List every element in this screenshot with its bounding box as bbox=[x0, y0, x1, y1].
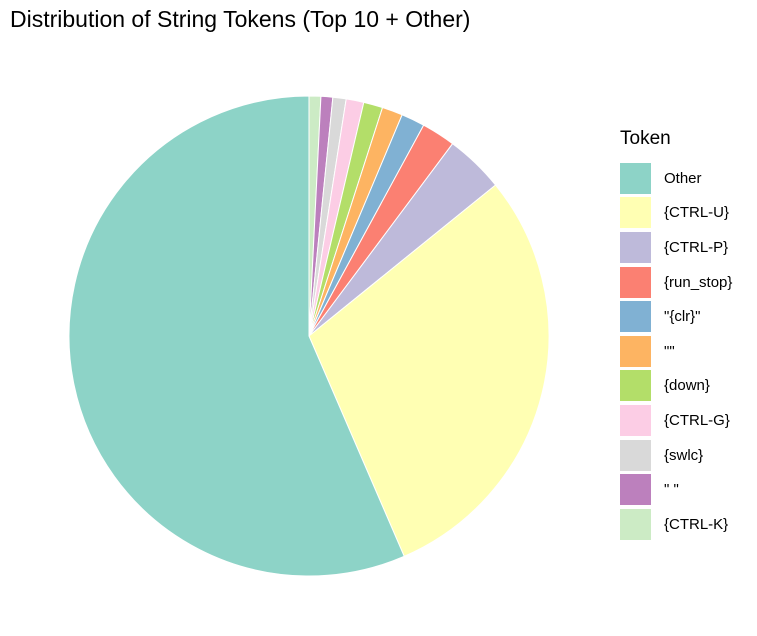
legend-label: {CTRL-P} bbox=[664, 238, 729, 256]
legend-swatch bbox=[620, 508, 651, 540]
legend-item: {CTRL-U} bbox=[620, 196, 732, 231]
pie-slice-1 bbox=[308, 184, 550, 557]
legend-item: {CTRL-K} bbox=[620, 507, 732, 542]
legend-label: {CTRL-G} bbox=[664, 411, 730, 429]
legend-item: {CTRL-P} bbox=[620, 230, 732, 265]
legend-swatch bbox=[620, 231, 651, 263]
legend-item: {down} bbox=[620, 369, 732, 404]
legend-label: {CTRL-U} bbox=[664, 204, 730, 222]
legend-label: {swlc} bbox=[664, 446, 704, 464]
legend-item: " " bbox=[620, 472, 732, 507]
legend-swatch bbox=[620, 335, 651, 367]
legend: Token Other {CTRL-U} {CTRL-P} {run_stop} "{c… bbox=[620, 128, 732, 542]
legend-label: " " bbox=[664, 481, 679, 499]
legend-item: {run_stop} bbox=[620, 265, 732, 300]
legend-label: {CTRL-K} bbox=[664, 515, 729, 533]
legend-label: "" bbox=[664, 342, 675, 360]
pie-slice-0 bbox=[68, 95, 405, 577]
legend-swatch bbox=[620, 266, 651, 298]
legend-label: "{clr}" bbox=[664, 308, 701, 326]
legend-item: {CTRL-G} bbox=[620, 403, 732, 438]
legend-label: Other bbox=[664, 169, 702, 187]
legend-swatch bbox=[620, 370, 651, 402]
legend-item: "{clr}" bbox=[620, 299, 732, 334]
legend-item: "" bbox=[620, 334, 732, 369]
legend-label: {down} bbox=[664, 377, 710, 395]
legend-swatch bbox=[620, 474, 651, 506]
chart-title: Distribution of String Tokens (Top 10 + … bbox=[10, 6, 471, 32]
legend-item: Other bbox=[620, 161, 732, 196]
legend-swatch bbox=[620, 197, 651, 229]
legend-item: {swlc} bbox=[620, 438, 732, 473]
legend-swatch bbox=[620, 301, 651, 333]
legend-label: {run_stop} bbox=[664, 273, 733, 291]
legend-swatch bbox=[620, 439, 651, 471]
legend-swatch bbox=[620, 404, 651, 436]
legend-swatch bbox=[620, 162, 651, 194]
legend-title: Token bbox=[620, 128, 671, 149]
